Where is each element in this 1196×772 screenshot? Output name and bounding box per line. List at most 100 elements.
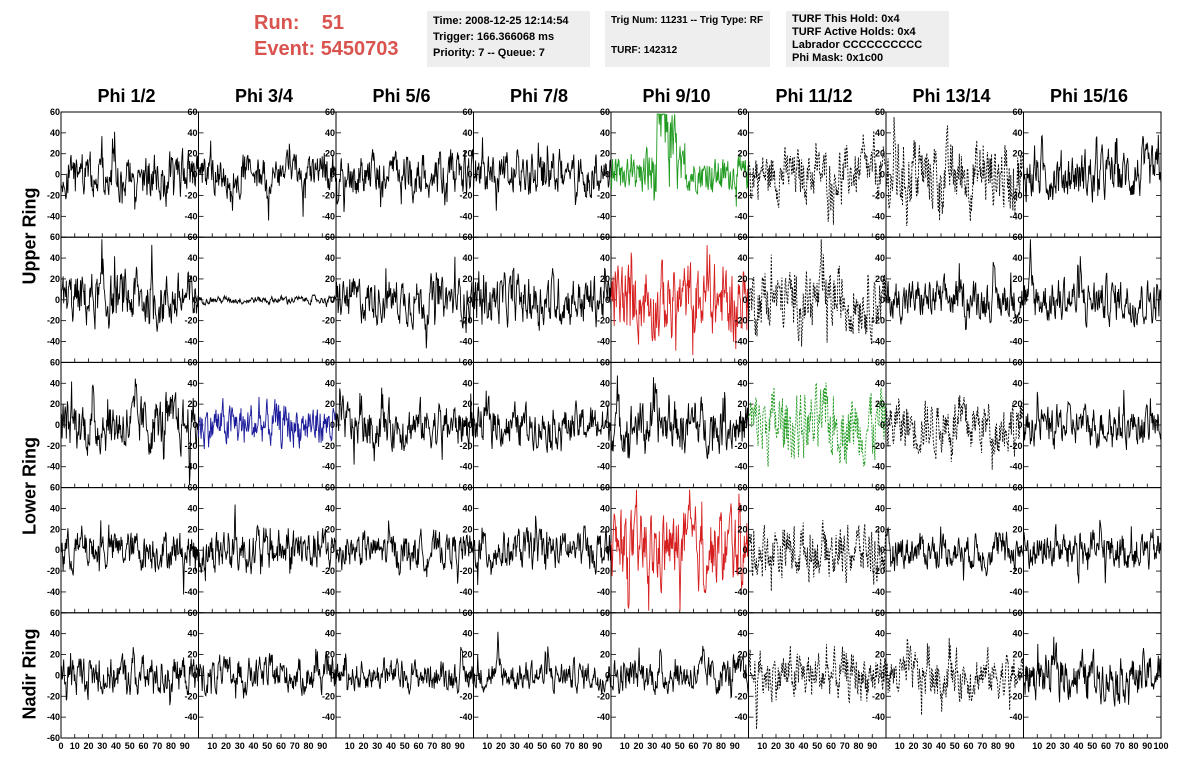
y-tick-label: 0	[467, 170, 472, 180]
y-tick-label: 60	[325, 232, 335, 242]
y-tick-label: -20	[1009, 691, 1022, 701]
x-tick-label: 20	[83, 741, 93, 751]
run-label: Run:	[254, 12, 300, 34]
y-tick-label: 0	[330, 545, 335, 555]
waveform-trace	[198, 293, 336, 307]
x-tick-label: 20	[221, 741, 231, 751]
y-tick-label: 20	[1012, 399, 1022, 409]
waveform-trace	[60, 239, 199, 332]
x-tick-label: 30	[647, 741, 657, 751]
y-tick-label: 60	[875, 608, 885, 618]
y-tick-label: 0	[467, 295, 472, 305]
x-tick-label: 60	[688, 741, 698, 751]
y-tick-label: 20	[737, 149, 747, 159]
x-tick-label: 30	[510, 741, 520, 751]
y-tick-label: 0	[742, 170, 747, 180]
y-tick-label: -40	[47, 587, 60, 597]
y-tick-label: 20	[600, 149, 610, 159]
y-tick-label: 60	[600, 107, 610, 117]
waveform-trace	[885, 394, 1024, 470]
y-tick-label: -40	[872, 462, 885, 472]
y-tick-label: 0	[55, 170, 60, 180]
y-tick-label: 20	[325, 650, 335, 660]
y-tick-label: 20	[875, 149, 885, 159]
y-tick-label: -40	[597, 712, 610, 722]
time-text: Time: 2008-12-25 12:14:54	[433, 15, 569, 27]
y-tick-label: -40	[184, 587, 197, 597]
x-tick-label: 90	[317, 741, 327, 751]
time-info-panel: Time: 2008-12-25 12:14:54 Trigger: 166.3…	[427, 11, 590, 67]
y-tick-label: 60	[187, 483, 197, 493]
waveform-trace	[610, 113, 749, 207]
y-tick-label: 60	[462, 232, 472, 242]
y-tick-label: -40	[459, 337, 472, 347]
y-tick-label: -40	[47, 712, 60, 722]
y-tick-label: 0	[467, 670, 472, 680]
y-tick-label: 0	[330, 170, 335, 180]
waveform-trace	[198, 396, 337, 450]
x-tick-label: 70	[840, 741, 850, 751]
x-tick-label: 80	[578, 741, 588, 751]
y-tick-label: -40	[1009, 337, 1022, 347]
y-tick-label: -20	[1009, 566, 1022, 576]
y-tick-label: 20	[187, 399, 197, 409]
y-tick-label: -40	[322, 462, 335, 472]
y-tick-label: -20	[734, 316, 747, 326]
y-tick-label: 60	[600, 483, 610, 493]
y-tick-label: -40	[1009, 587, 1022, 597]
x-tick-label: 50	[400, 741, 410, 751]
y-tick-label: 0	[192, 545, 197, 555]
y-tick-label: -40	[1009, 712, 1022, 722]
y-tick-label: 40	[50, 503, 60, 513]
phi-label-3: Phi 5/6	[372, 86, 431, 106]
y-tick-label: -20	[872, 441, 885, 451]
y-tick-label: 60	[462, 357, 472, 367]
waveform-trace	[1023, 636, 1162, 707]
panel-frame	[748, 361, 887, 489]
y-tick-label: -20	[597, 190, 610, 200]
y-tick-label: 0	[605, 420, 610, 430]
x-tick-label: 10	[895, 741, 905, 751]
waveform-trace	[60, 131, 199, 210]
y-tick-label: -40	[734, 337, 747, 347]
y-tick-label: 60	[325, 483, 335, 493]
y-tick-label: 60	[875, 232, 885, 242]
y-tick-label: -40	[47, 211, 60, 221]
x-tick-label: 30	[97, 741, 107, 751]
y-tick-label: -40	[734, 211, 747, 221]
y-tick-label: -20	[322, 566, 335, 576]
labrador-text: Labrador CCCCCCCCCC	[792, 39, 923, 51]
x-tick-label: 80	[303, 741, 313, 751]
x-tick-label: 30	[372, 741, 382, 751]
y-tick-label: 0	[467, 420, 472, 430]
x-tick-label: 60	[551, 741, 561, 751]
x-tick-label: 100	[1153, 741, 1168, 751]
phi-label-1: Phi 1/2	[97, 86, 156, 106]
y-tick-label: -20	[47, 441, 60, 451]
event-value: 5450703	[320, 38, 399, 60]
y-tick-label: 20	[50, 650, 60, 660]
y-tick-label: 40	[462, 253, 472, 263]
y-tick-label: -40	[734, 587, 747, 597]
panel-frame	[1023, 111, 1162, 238]
phi-header: Phi 1/2 Phi 3/4 Phi 5/6 Phi 7/8 Phi 9/10…	[58, 86, 1158, 112]
y-tick-label: 40	[325, 128, 335, 138]
y-tick-label: 20	[737, 274, 747, 284]
y-tick-label: 60	[600, 232, 610, 242]
x-tick-label: 70	[565, 741, 575, 751]
y-tick-label: 20	[875, 399, 885, 409]
y-tick-label: 20	[187, 650, 197, 660]
y-tick-label: 40	[1012, 503, 1022, 513]
y-tick-label: 20	[600, 524, 610, 534]
y-tick-label: 40	[600, 378, 610, 388]
y-tick-label: 60	[875, 357, 885, 367]
trigger-info-panel: Trig Num: 11231 -- Trig Type: RF TURF: 1…	[605, 11, 770, 67]
y-tick-label: -40	[597, 462, 610, 472]
y-tick-label: -20	[47, 190, 60, 200]
y-tick-label: -40	[734, 712, 747, 722]
x-tick-label: 80	[853, 741, 863, 751]
x-tick-label: 90	[730, 741, 740, 751]
x-tick-label: 20	[496, 741, 506, 751]
x-tick-label: 90	[455, 741, 465, 751]
y-tick-label: 20	[50, 274, 60, 284]
